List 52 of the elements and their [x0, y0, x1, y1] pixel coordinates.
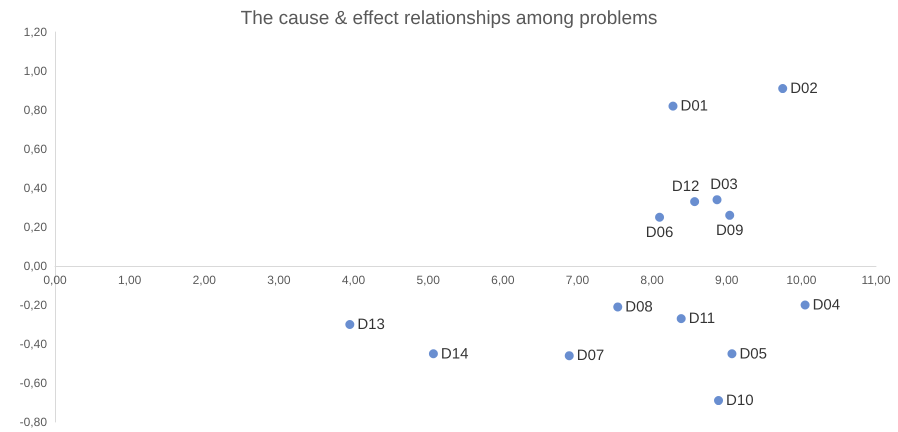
- point: [613, 302, 622, 312]
- series-label: D10: [726, 392, 754, 410]
- y-tick-label: -0,60: [20, 376, 48, 390]
- chart-title: The cause & effect relationships among problems: [240, 8, 658, 29]
- y-tick-label: 0,20: [24, 220, 48, 234]
- point: [778, 84, 788, 94]
- point: [725, 210, 734, 220]
- y-tick-label: -0,80: [20, 415, 48, 429]
- series-label: D09: [716, 222, 744, 239]
- x-tick-label: 3,00: [267, 273, 291, 287]
- y-tick-label: 0,00: [24, 259, 48, 273]
- y-tick-label: 1,20: [24, 25, 48, 39]
- y-tick-label: -0,20: [20, 298, 48, 312]
- y-tick-label: 1,00: [24, 64, 48, 78]
- point: [655, 212, 664, 222]
- x-tick-label: 2,00: [192, 273, 216, 287]
- x-tick-label: 0,00: [43, 273, 67, 287]
- point: [690, 197, 700, 206]
- point: [676, 314, 686, 324]
- x-tick-label: 1,00: [118, 273, 142, 287]
- point: [727, 349, 736, 358]
- series-label: D03: [710, 176, 738, 194]
- series-label: D05: [739, 345, 767, 362]
- point: [712, 195, 722, 204]
- x-tick-label: 4,00: [342, 273, 366, 287]
- series-label: D13: [357, 316, 385, 333]
- y-tick-label: -0,40: [20, 337, 48, 351]
- x-tick-label: 9,00: [715, 273, 739, 287]
- series-label: D02: [790, 80, 818, 98]
- x-tick-label: 8,00: [640, 273, 664, 287]
- point: [564, 351, 574, 360]
- y-tick-label: 0,60: [24, 142, 48, 156]
- point: [345, 320, 354, 329]
- series-label: D08: [625, 298, 653, 316]
- series-label: D07: [576, 347, 604, 364]
- series-label: D06: [646, 224, 674, 241]
- x-tick-label: 7,00: [566, 273, 590, 287]
- point: [428, 349, 438, 358]
- y-tick-label: 0,40: [24, 181, 48, 195]
- x-tick-label: 10,00: [786, 273, 817, 287]
- series-label: D01: [680, 98, 708, 115]
- series-label: D04: [812, 296, 840, 314]
- y-tick-label: 0,80: [24, 103, 48, 117]
- point: [800, 300, 810, 310]
- series-label: D11: [688, 310, 716, 328]
- point: [668, 102, 678, 111]
- x-tick-label: 5,00: [416, 273, 440, 287]
- point: [714, 396, 724, 406]
- x-tick-label: 6,00: [491, 273, 515, 287]
- series-label: D12: [672, 178, 700, 196]
- series-label: D14: [440, 345, 468, 362]
- x-tick-label: 11,00: [861, 273, 891, 287]
